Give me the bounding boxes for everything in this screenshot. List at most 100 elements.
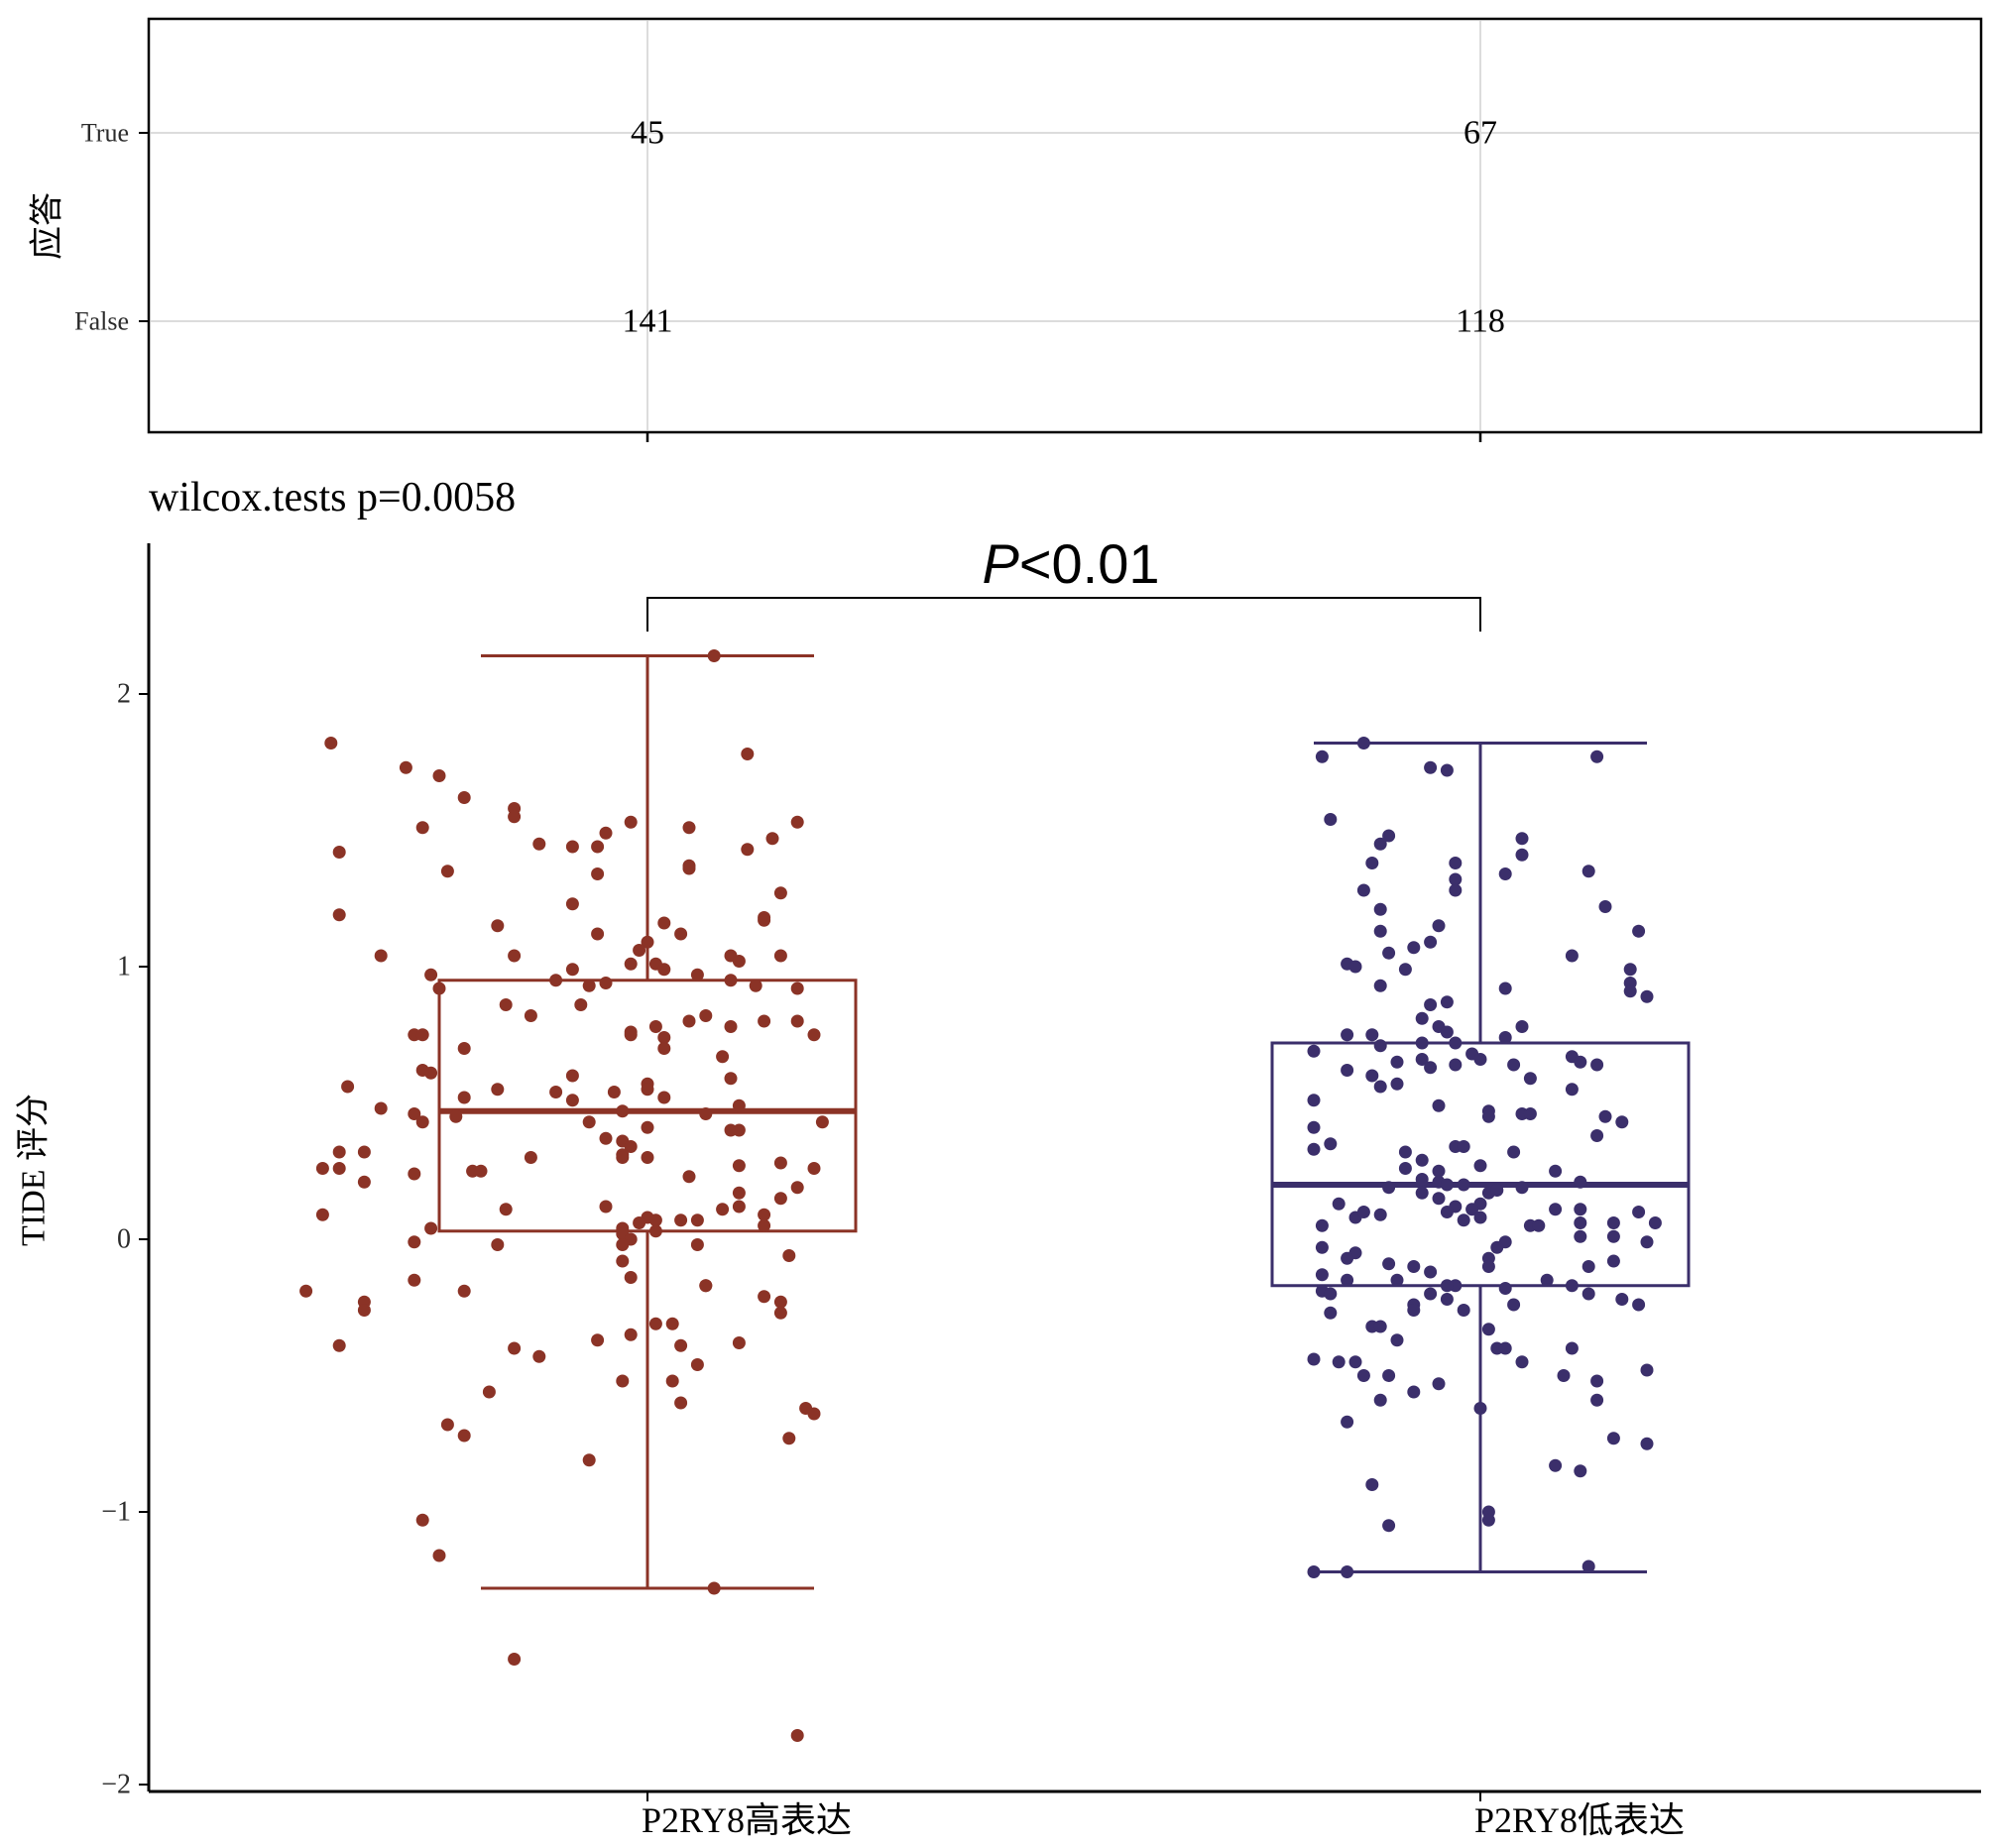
data-point bbox=[491, 1083, 505, 1097]
data-point bbox=[1341, 1028, 1354, 1042]
data-point bbox=[1581, 1287, 1595, 1301]
data-point bbox=[357, 1145, 371, 1159]
data-point bbox=[732, 1200, 746, 1213]
y-axis-label: TIDE 评分 bbox=[16, 1094, 53, 1246]
data-point bbox=[582, 1115, 596, 1129]
data-point bbox=[641, 1120, 654, 1134]
jitter-points bbox=[299, 649, 1662, 1742]
data-point bbox=[457, 1429, 471, 1443]
data-point bbox=[1398, 1145, 1412, 1159]
data-point bbox=[565, 1069, 579, 1083]
data-point bbox=[749, 979, 762, 992]
data-point bbox=[1390, 1055, 1404, 1069]
data-point bbox=[1307, 1120, 1321, 1134]
data-point bbox=[1498, 982, 1512, 995]
data-point bbox=[657, 916, 671, 930]
data-point bbox=[1373, 1393, 1387, 1407]
data-point bbox=[790, 1181, 804, 1195]
data-point bbox=[1415, 1186, 1429, 1200]
data-point bbox=[1424, 935, 1438, 949]
data-point bbox=[790, 982, 804, 995]
data-point bbox=[1424, 1265, 1438, 1279]
data-point bbox=[641, 935, 654, 949]
data-point bbox=[1365, 1069, 1379, 1083]
data-point bbox=[641, 1151, 654, 1164]
data-point bbox=[1565, 1341, 1579, 1355]
data-point bbox=[1315, 1240, 1329, 1254]
data-point bbox=[732, 1336, 746, 1349]
data-point bbox=[315, 1208, 329, 1221]
data-point bbox=[724, 1020, 738, 1033]
data-point bbox=[616, 1238, 630, 1251]
data-point bbox=[1574, 1464, 1587, 1478]
data-point bbox=[1473, 1053, 1487, 1066]
y-tick-label: 0 bbox=[117, 1224, 131, 1255]
data-point bbox=[482, 1385, 496, 1399]
data-point bbox=[591, 1333, 605, 1347]
data-point bbox=[1424, 1061, 1438, 1075]
data-point bbox=[1590, 750, 1604, 763]
data-point bbox=[1473, 1159, 1487, 1173]
table-row-label-true: True bbox=[81, 119, 129, 148]
data-point bbox=[408, 1167, 421, 1181]
data-point bbox=[1332, 1197, 1346, 1211]
y-tick-label: −2 bbox=[101, 1770, 131, 1800]
data-point bbox=[1348, 1355, 1362, 1369]
data-point bbox=[549, 1086, 563, 1098]
data-point bbox=[582, 979, 596, 992]
data-point bbox=[1574, 1216, 1587, 1229]
data-point bbox=[399, 760, 412, 774]
data-point bbox=[408, 1235, 421, 1249]
data-point bbox=[1382, 829, 1396, 843]
data-point bbox=[616, 1104, 630, 1118]
x-tick-label: P2RY8低表达 bbox=[1474, 1800, 1685, 1840]
data-point bbox=[657, 963, 671, 977]
data-point bbox=[1457, 1304, 1470, 1317]
data-point bbox=[773, 1306, 787, 1320]
data-point bbox=[1549, 1203, 1563, 1216]
data-point bbox=[432, 769, 446, 782]
data-point bbox=[1356, 883, 1370, 897]
data-point bbox=[624, 1271, 638, 1284]
data-point bbox=[1390, 1333, 1404, 1347]
data-point bbox=[648, 1224, 662, 1238]
data-point bbox=[1581, 1260, 1595, 1273]
data-point bbox=[1440, 1025, 1454, 1039]
y-tick-label: −1 bbox=[101, 1497, 131, 1528]
data-point bbox=[1557, 1369, 1571, 1382]
data-point bbox=[315, 1162, 329, 1175]
data-point bbox=[457, 791, 471, 804]
data-point bbox=[1307, 1094, 1321, 1107]
significance-bracket: P<0.01 bbox=[646, 532, 1481, 632]
x-ticks: P2RY8高表达 P2RY8低表达 bbox=[642, 1791, 1685, 1840]
data-point bbox=[724, 974, 738, 987]
data-point bbox=[665, 1317, 679, 1330]
data-point bbox=[758, 1208, 771, 1221]
data-point bbox=[648, 1020, 662, 1033]
data-point bbox=[624, 957, 638, 971]
data-point bbox=[765, 832, 779, 846]
data-point bbox=[624, 815, 638, 829]
data-point bbox=[1590, 1393, 1604, 1407]
data-point bbox=[1373, 1208, 1387, 1221]
data-point bbox=[1373, 924, 1387, 938]
box-2 bbox=[1270, 742, 1691, 1573]
data-point bbox=[408, 1273, 421, 1287]
data-point bbox=[1440, 763, 1454, 777]
data-point bbox=[648, 1317, 662, 1330]
data-point bbox=[532, 837, 546, 851]
data-point bbox=[1315, 1218, 1329, 1232]
data-point bbox=[1540, 1273, 1554, 1287]
data-point bbox=[1373, 979, 1387, 992]
data-point bbox=[415, 1513, 429, 1527]
data-point bbox=[1481, 1513, 1495, 1527]
data-point bbox=[1449, 1058, 1463, 1072]
data-point bbox=[1341, 1273, 1354, 1287]
boxplot-panel: wilcox.tests p=0.0058 TIDE 评分 −2 −1 0 1 2 P2… bbox=[16, 475, 1981, 1840]
data-point bbox=[457, 1042, 471, 1055]
data-point bbox=[1440, 1206, 1454, 1218]
table-panel: 应答 True False 45 67 141 118 bbox=[29, 17, 1983, 442]
data-point bbox=[1332, 1355, 1346, 1369]
table-cell: 141 bbox=[623, 303, 673, 340]
data-point bbox=[1590, 1129, 1604, 1142]
